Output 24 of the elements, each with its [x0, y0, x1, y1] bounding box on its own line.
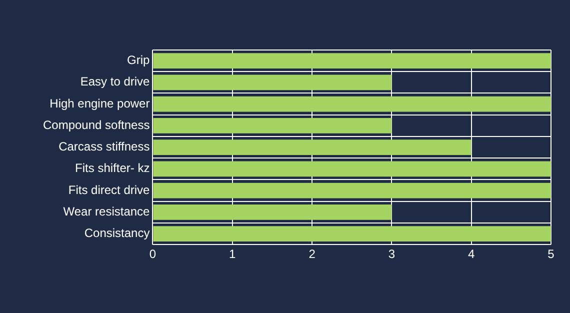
y-tick-label: Wear resistance: [63, 204, 150, 218]
x-tick-label: 1: [229, 247, 236, 262]
y-tick-label: Fits shifter- kz: [75, 161, 150, 176]
bar: [153, 204, 392, 220]
bar: [153, 161, 551, 177]
y-tick-label: Grip: [127, 53, 150, 68]
y-tick-label: Easy to drive: [80, 74, 150, 89]
y-tick-label: High engine power: [50, 96, 150, 110]
y-tick-label: Compound softness: [42, 118, 150, 132]
y-tick-label: Consistancy: [84, 226, 150, 240]
x-tick-label: 3: [388, 247, 396, 262]
x-tick-label: 4: [468, 247, 475, 262]
x-tick-label: 2: [308, 247, 316, 262]
bar: [153, 140, 472, 156]
bar: [153, 226, 551, 242]
bar: [153, 96, 551, 112]
bar: [153, 53, 551, 69]
x-tick-label: 5: [548, 247, 555, 262]
bar: [153, 74, 392, 90]
x-tick-label: 0: [149, 247, 156, 262]
y-tick-label: Carcass stiffness: [58, 140, 150, 154]
bar: [153, 118, 392, 134]
bar: [153, 182, 551, 198]
y-tick-label: Fits direct drive: [68, 182, 150, 197]
